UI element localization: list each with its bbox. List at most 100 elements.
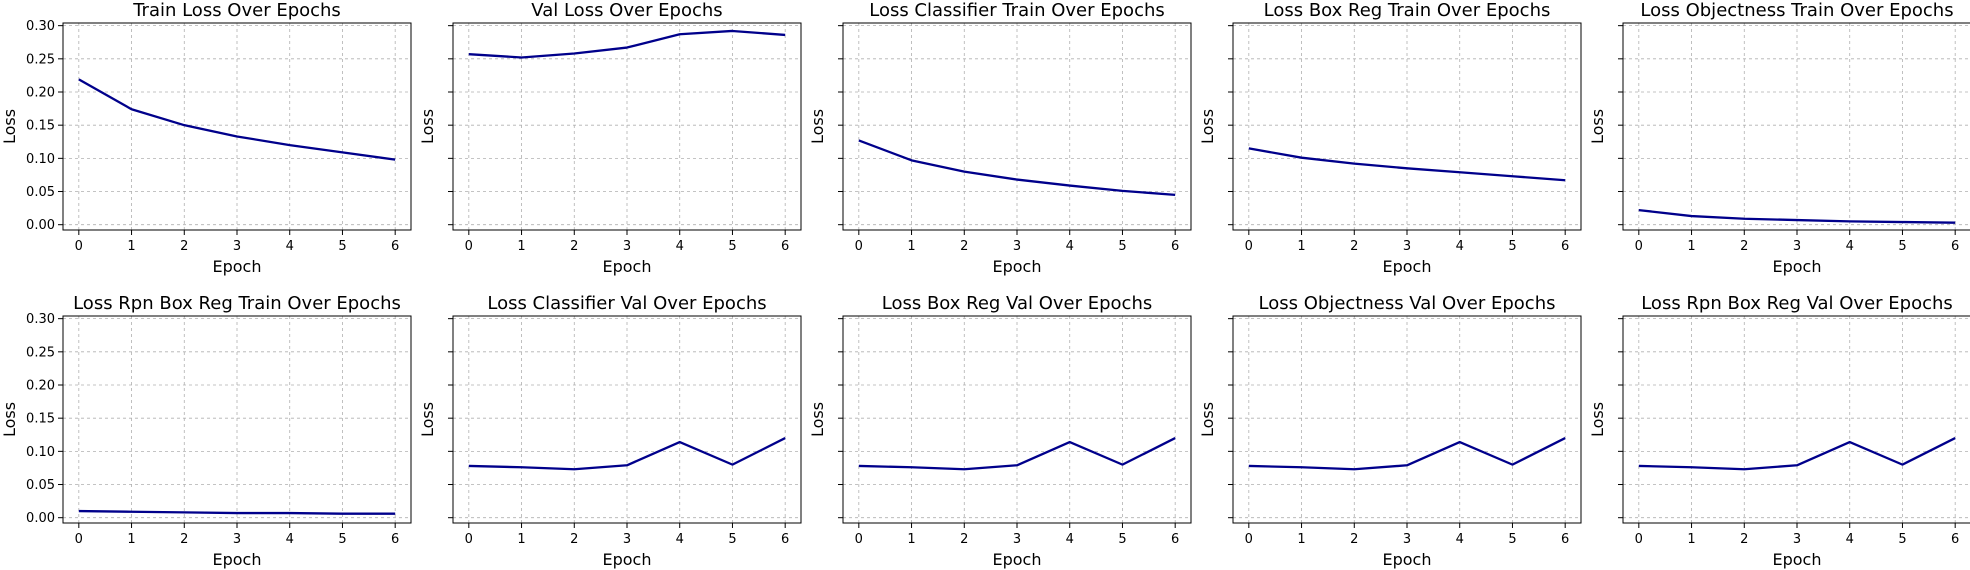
- chart-3-series-line: [858, 139, 1176, 196]
- chart-1-ytick-label-3: 0.15: [26, 119, 55, 134]
- chart-2-frame: [452, 22, 802, 231]
- chart-5-xlabel: Epoch: [1773, 257, 1822, 276]
- chart-2-title: Val Loss Over Epochs: [531, 0, 722, 21]
- chart-1-series-line: [78, 78, 396, 161]
- chart-6-xtick-label-4: 4: [286, 532, 294, 547]
- chart-6-xtick-label-0: 0: [75, 532, 83, 547]
- chart-1-ytick-label-5: 0.25: [26, 52, 55, 67]
- chart-6-ytick-label-1: 0.05: [26, 478, 55, 493]
- chart-5-series-line: [1638, 208, 1956, 224]
- chart-1-ytick-label-2: 0.10: [26, 152, 55, 167]
- chart-7-xtick-label-6: 6: [781, 532, 789, 547]
- chart-9-xtick-label-4: 4: [1456, 532, 1464, 547]
- chart-4-xtick-label-1: 1: [1297, 239, 1305, 254]
- chart-9-xtick-label-6: 6: [1561, 532, 1569, 547]
- chart-6-xtick-label-3: 3: [233, 532, 241, 547]
- chart-9-xtick-label-3: 3: [1403, 532, 1411, 547]
- chart-5-xtick-label-5: 5: [1898, 239, 1906, 254]
- chart-4-xtick-label-4: 4: [1456, 239, 1464, 254]
- chart-3-xtick-label-6: 6: [1171, 239, 1179, 254]
- chart-10-xtick-label-6: 6: [1951, 532, 1959, 547]
- chart-3-xtick-label-3: 3: [1013, 239, 1021, 254]
- chart-1-ytick-label-1: 0.05: [26, 185, 55, 200]
- chart-10-title: Loss Rpn Box Reg Val Over Epochs: [1641, 293, 1953, 314]
- chart-3-xtick-label-1: 1: [907, 239, 915, 254]
- chart-10-xtick-label-1: 1: [1687, 532, 1695, 547]
- chart-7-series-line: [468, 437, 786, 471]
- chart-6-ylabel: Loss: [0, 402, 19, 437]
- chart-9-xlabel: Epoch: [1383, 550, 1432, 569]
- chart-4: 0 1 2 3 4 5 6 Loss Box Reg Train Over Epochs Epo…: [1198, 0, 1582, 276]
- chart-2-xtick-label-4: 4: [676, 239, 684, 254]
- chart-2: 0 1 2 3 4 5 6 Val Loss Over Epochs Epoch Loss: [418, 0, 802, 276]
- chart-1-ytick-label-4: 0.20: [26, 86, 55, 101]
- chart-7-xtick-label-1: 1: [517, 532, 525, 547]
- chart-9-ylabel: Loss: [1198, 402, 1217, 437]
- chart-9-series-line: [1248, 437, 1566, 471]
- chart-2-ylabel: Loss: [418, 109, 437, 144]
- chart-2-series-line: [468, 29, 786, 59]
- chart-8-xlabel: Epoch: [993, 550, 1042, 569]
- chart-7-xtick-label-5: 5: [728, 532, 736, 547]
- chart-3-ylabel: Loss: [808, 109, 827, 144]
- chart-4-xtick-label-2: 2: [1350, 239, 1358, 254]
- chart-1-title: Train Loss Over Epochs: [132, 0, 341, 21]
- chart-8-title: Loss Box Reg Val Over Epochs: [882, 293, 1152, 314]
- chart-9-xtick-label-5: 5: [1508, 532, 1516, 547]
- chart-10-ylabel: Loss: [1588, 402, 1607, 437]
- chart-2-xtick-label-3: 3: [623, 239, 631, 254]
- chart-5-title: Loss Objectness Train Over Epochs: [1640, 0, 1953, 21]
- chart-8: 0 1 2 3 4 5 6 Loss Box Reg Val Over Epochs Epoch…: [808, 293, 1192, 569]
- chart-5-xtick-label-0: 0: [1635, 239, 1643, 254]
- chart-3-xlabel: Epoch: [993, 257, 1042, 276]
- chart-6-xtick-label-6: 6: [391, 532, 399, 547]
- chart-3-xtick-label-4: 4: [1066, 239, 1074, 254]
- chart-6-ytick-label-6: 0.30: [26, 312, 55, 327]
- chart-8-xtick-label-5: 5: [1118, 532, 1126, 547]
- chart-7-frame: [452, 315, 802, 524]
- chart-2-xtick-label-5: 5: [728, 239, 736, 254]
- chart-5-xtick-label-3: 3: [1793, 239, 1801, 254]
- chart-1-xtick-label-0: 0: [75, 239, 83, 254]
- chart-1-xtick-label-3: 3: [233, 239, 241, 254]
- chart-2-xlabel: Epoch: [603, 257, 652, 276]
- chart-4-xlabel: Epoch: [1383, 257, 1432, 276]
- chart-3-xtick-label-2: 2: [960, 239, 968, 254]
- chart-1-xtick-label-2: 2: [180, 239, 188, 254]
- chart-1: 0 1 2 3 4 5 6 0.00 0.05 0.10 0.15 0.20 0.25 0.30 Train…: [0, 0, 412, 276]
- chart-6-frame: [62, 315, 412, 524]
- chart-4-title: Loss Box Reg Train Over Epochs: [1264, 0, 1551, 21]
- chart-9-xtick-label-1: 1: [1297, 532, 1305, 547]
- chart-10-xtick-label-4: 4: [1846, 532, 1854, 547]
- chart-10-xlabel: Epoch: [1773, 550, 1822, 569]
- chart-7: 0 1 2 3 4 5 6 Loss Classifier Val Over Epochs Ep…: [418, 293, 802, 569]
- chart-2-xtick-label-6: 6: [781, 239, 789, 254]
- chart-6: 0 1 2 3 4 5 6 0.00 0.05 0.10 0.15 0.20 0.25 0.30 Loss …: [0, 293, 412, 569]
- chart-7-xtick-label-4: 4: [676, 532, 684, 547]
- chart-7-ylabel: Loss: [418, 402, 437, 437]
- chart-8-xtick-label-0: 0: [855, 532, 863, 547]
- chart-5-xtick-label-4: 4: [1846, 239, 1854, 254]
- chart-1-frame: [62, 22, 412, 231]
- chart-2-xtick-label-0: 0: [465, 239, 473, 254]
- chart-6-ytick-label-5: 0.25: [26, 345, 55, 360]
- chart-1-xtick-label-6: 6: [391, 239, 399, 254]
- chart-9-xtick-label-0: 0: [1245, 532, 1253, 547]
- chart-6-ytick-label-4: 0.20: [26, 379, 55, 394]
- chart-8-xtick-label-2: 2: [960, 532, 968, 547]
- chart-1-ytick-label-6: 0.30: [26, 19, 55, 34]
- chart-1-xtick-label-5: 5: [338, 239, 346, 254]
- chart-8-xtick-label-4: 4: [1066, 532, 1074, 547]
- chart-4-xtick-label-3: 3: [1403, 239, 1411, 254]
- chart-1-ytick-label-0: 0.00: [26, 218, 55, 233]
- chart-4-xtick-label-0: 0: [1245, 239, 1253, 254]
- chart-8-xtick-label-1: 1: [907, 532, 915, 547]
- chart-6-xtick-label-1: 1: [127, 532, 135, 547]
- chart-10-xtick-label-0: 0: [1635, 532, 1643, 547]
- chart-6-ytick-label-0: 0.00: [26, 511, 55, 526]
- chart-5-ylabel: Loss: [1588, 109, 1607, 144]
- chart-4-ylabel: Loss: [1198, 109, 1217, 144]
- chart-5-xtick-label-1: 1: [1687, 239, 1695, 254]
- chart-9-title: Loss Objectness Val Over Epochs: [1259, 293, 1556, 314]
- chart-9-frame: [1232, 315, 1582, 524]
